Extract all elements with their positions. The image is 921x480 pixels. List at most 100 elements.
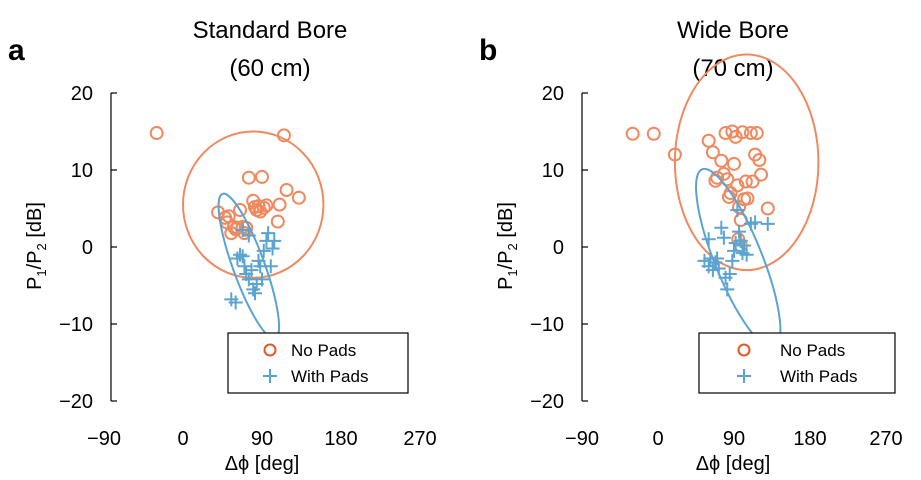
panel-b-data-point-with-pads bbox=[716, 230, 731, 245]
panel-b-legend-label-with-pads: With Pads bbox=[780, 367, 857, 386]
panel-a-legend-box bbox=[227, 332, 409, 394]
panel-b-data-point-with-pads bbox=[701, 232, 716, 247]
panel-b-title-line1: Wide Bore bbox=[677, 17, 789, 44]
panel-a-data-point-with-pads bbox=[235, 249, 250, 264]
panel-b-plot-area bbox=[625, 53, 820, 350]
panel-b-y-ticks: 20 10 0 −10 −20 bbox=[530, 83, 588, 413]
panel-a-x-ticks: −90 0 90 180 270 bbox=[87, 428, 437, 450]
panel-b-x-ticks: −90 0 90 180 270 bbox=[565, 428, 903, 450]
panel-b-title-line2: (70 cm) bbox=[692, 55, 773, 82]
panel-b-y-axis-label: P1/P2 [dB] bbox=[495, 202, 520, 290]
panel-b-data-point-no-pads bbox=[646, 126, 661, 141]
panel-b-x-axis-label: Δϕ [deg] bbox=[696, 453, 771, 475]
panel-b-x-tick-label: 180 bbox=[793, 428, 826, 450]
panel-b-data-point-with-pads bbox=[730, 203, 745, 218]
panel-a-data-point-no-pads bbox=[233, 203, 248, 218]
panel-b-legend-circle-marker bbox=[737, 343, 751, 357]
panel-a-data-point-with-pads bbox=[255, 272, 269, 287]
panel-a-x-tick-label: 0 bbox=[177, 428, 188, 450]
panel-b-legend-box bbox=[698, 332, 896, 394]
panel-a-y-tick-label: 20 bbox=[71, 83, 93, 105]
panel-a-data-point-with-pads bbox=[237, 259, 252, 274]
panel-b-y-tick-label: −20 bbox=[530, 391, 564, 413]
panel-b-x-tick-label: −90 bbox=[565, 428, 599, 450]
panel-a-y-axis-label: P1/P2 [dB] bbox=[24, 202, 49, 290]
panel-a-data-point-no-pads bbox=[272, 197, 287, 212]
panel-b-data-point-with-pads bbox=[714, 220, 729, 235]
panel-a-legend: No Pads With Pads bbox=[227, 332, 409, 394]
panel-b-legend: No Pads With Pads bbox=[698, 332, 896, 394]
panel-b-data-point-no-pads bbox=[735, 125, 750, 140]
panel-b-data-point-with-pads bbox=[722, 266, 737, 281]
panel-a-data-point-no-pads bbox=[255, 169, 269, 184]
panel-a-legend-label-with-pads: With Pads bbox=[291, 367, 368, 386]
panel-a-data-point-no-pads bbox=[270, 214, 285, 229]
panel-a-y-ticks: 20 10 0 −10 −20 bbox=[59, 83, 117, 413]
panel-a-data-point-with-pads bbox=[263, 259, 278, 274]
panel-b-data-point-no-pads bbox=[752, 152, 767, 167]
panel-b-data-point-no-pads bbox=[754, 167, 769, 182]
panel-a-title-line2: (60 cm) bbox=[229, 55, 310, 82]
panel-a-y-tick-label: −20 bbox=[59, 391, 93, 413]
panel-a-data-point-with-pads bbox=[265, 241, 280, 256]
panel-b-y-tick-label: 10 bbox=[542, 160, 564, 182]
panel-b-data-point-no-pads bbox=[730, 178, 745, 193]
panel-a-data-point-no-pads bbox=[221, 209, 236, 224]
panel-b-x-tick-label: 0 bbox=[652, 428, 663, 450]
panel-b-data-point-with-pads bbox=[739, 247, 754, 262]
panel-b-data-point-with-pads bbox=[760, 216, 775, 231]
panel-a-data-point-no-pads bbox=[256, 200, 271, 215]
panel-b-x-tick-label: 270 bbox=[869, 428, 902, 450]
panel-b-data-point-no-pads bbox=[710, 170, 725, 185]
panel-a-legend-circle-marker bbox=[263, 343, 277, 357]
panel-a-plot-area bbox=[149, 126, 325, 340]
panel-a-data-point-no-pads bbox=[279, 183, 294, 198]
panel-a-x-tick-label: −90 bbox=[87, 428, 121, 450]
panel-a-x-tick-label: 180 bbox=[324, 428, 357, 450]
panel-b-data-point-no-pads bbox=[701, 133, 716, 148]
panel-a-y-tick-label: 0 bbox=[82, 237, 93, 259]
panel-a-data-point-with-pads bbox=[256, 243, 271, 258]
panel-a-circle-ellipse bbox=[182, 130, 325, 279]
panel-a-data-point-with-pads bbox=[233, 247, 248, 262]
panel-b-y-tick-label: −10 bbox=[530, 314, 564, 336]
panel-b-letter: b bbox=[479, 34, 497, 67]
panel-b-data-point-with-pads bbox=[705, 263, 720, 278]
panel-b-data-point-no-pads bbox=[743, 126, 758, 141]
panel-a-data-point-with-pads bbox=[241, 228, 256, 243]
panel-a: a Standard Bore (60 cm) P1/P2 [dB] Δϕ [d… bbox=[8, 17, 437, 475]
panel-b-data-point-no-pads bbox=[749, 126, 764, 141]
panel-a-x-tick-label: 90 bbox=[251, 428, 273, 450]
panel-a-data-point-no-pads bbox=[259, 198, 274, 213]
panel-b-x-tick-label: 90 bbox=[723, 428, 745, 450]
panel-a-data-point-with-pads bbox=[241, 272, 256, 287]
panel-b-data-point-with-pads bbox=[727, 243, 741, 258]
panel-a-data-point-no-pads bbox=[149, 126, 164, 141]
panel-b-data-point-no-pads bbox=[625, 126, 640, 141]
panel-a-title-line1: Standard Bore bbox=[193, 17, 348, 44]
panel-b-data-point-no-pads bbox=[745, 174, 760, 189]
panel-b-data-point-with-pads bbox=[748, 215, 763, 230]
panel-b-data-point-with-pads bbox=[710, 251, 725, 266]
panel-b-data-point-with-pads bbox=[711, 261, 726, 276]
panel-a-data-point-with-pads bbox=[247, 286, 262, 301]
panel-b-data-point-no-pads bbox=[714, 153, 729, 168]
panel-b-data-point-with-pads bbox=[720, 282, 735, 297]
panel-a-data-point-no-pads bbox=[276, 128, 291, 143]
panel-b-legend-plus-marker bbox=[737, 369, 751, 383]
panel-a-x-tick-label: 270 bbox=[403, 428, 436, 450]
panel-a-data-point-with-pads bbox=[261, 226, 276, 241]
panel-a-letter: a bbox=[8, 34, 25, 67]
panel-b-data-point-no-pads bbox=[727, 156, 741, 171]
panel-b-data-point-no-pads bbox=[740, 191, 755, 206]
panel-b-data-point-with-pads bbox=[732, 224, 747, 239]
panel-b-data-point-no-pads bbox=[667, 147, 682, 162]
panel-a-legend-plus-marker bbox=[263, 369, 277, 383]
panel-a-data-point-with-pads bbox=[228, 295, 243, 310]
panel-a-data-point-with-pads bbox=[267, 233, 282, 248]
panel-b-y-tick-label: 0 bbox=[553, 237, 564, 259]
panel-b-data-point-with-pads bbox=[725, 253, 740, 268]
panel-b-data-point-with-pads bbox=[737, 238, 752, 253]
panel-a-y-tick-label: 10 bbox=[71, 160, 93, 182]
